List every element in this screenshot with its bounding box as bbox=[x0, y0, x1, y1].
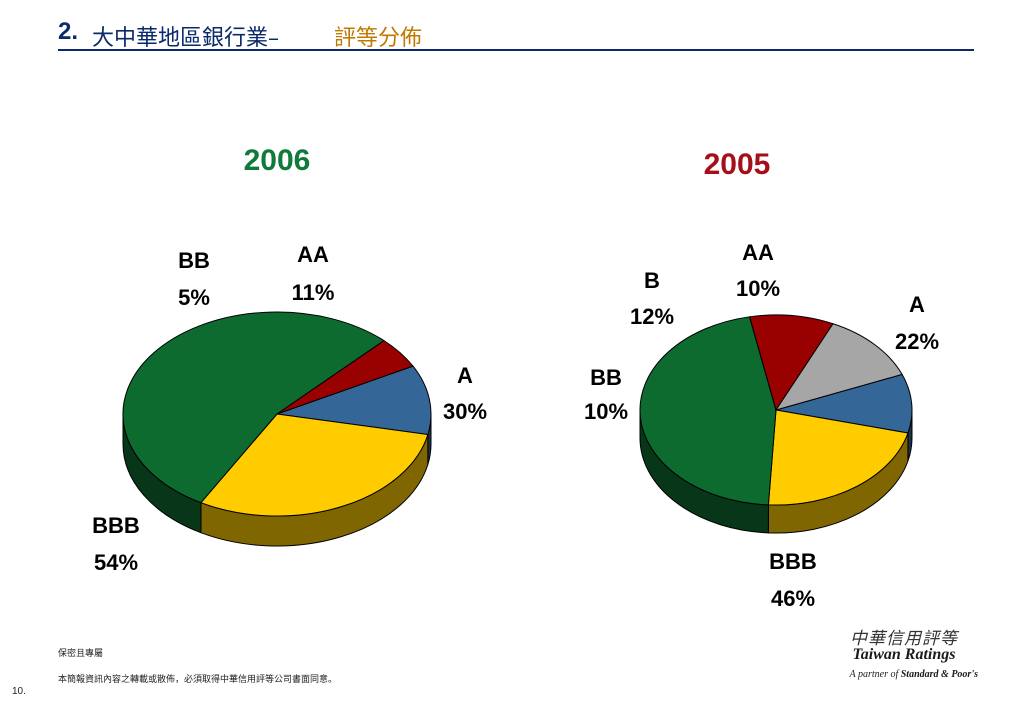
logo-partner-prefix: A partner of bbox=[849, 669, 899, 680]
pie-chart-2006: 2006 AA 11% A 30% BBB 54% BB 5% bbox=[92, 144, 487, 575]
slice-value-aa: 11% bbox=[292, 280, 335, 305]
slice-value-a: 22% bbox=[895, 329, 939, 354]
taiwan-ratings-logo: 中華信用評等 Taiwan Ratings A partner of Stand… bbox=[826, 624, 978, 684]
page-number: 10. bbox=[12, 686, 26, 697]
slice-label-aa: AA bbox=[742, 240, 774, 265]
chart-title-2006: 2006 bbox=[244, 144, 311, 177]
slice-value-bbb: 54% bbox=[94, 550, 138, 575]
pie-slice-a bbox=[767, 409, 909, 506]
pie-slice-b bbox=[774, 323, 903, 411]
pie-slice-a bbox=[200, 413, 429, 517]
slice-value-b: 12% bbox=[630, 304, 674, 329]
slice-value-bbb: 46% bbox=[771, 586, 815, 611]
pie-slice-bbb bbox=[639, 316, 777, 506]
logo-partner-name: Standard & Poor's bbox=[900, 669, 978, 680]
slice-value-bb: 5% bbox=[178, 285, 210, 310]
pie-slice-bbb bbox=[122, 311, 385, 504]
confidential-note: 保密且專屬 bbox=[58, 648, 104, 658]
slice-label-bb: BB bbox=[178, 248, 210, 273]
slice-label-bb: BB bbox=[590, 365, 622, 390]
pie-slice-aa bbox=[276, 365, 432, 436]
logo-english: Taiwan Ratings bbox=[852, 646, 956, 663]
logo-chinese: 中華信用評等 bbox=[850, 629, 958, 649]
copyright-notice: 本簡報資訊內容之轉載或散佈，必須取得中華信用評等公司書面同意。 bbox=[58, 674, 338, 684]
slide-title: 2. 大中華地區銀行業– 評等分佈 bbox=[58, 14, 974, 51]
title-divider bbox=[58, 49, 974, 51]
title-subtitle: 評等分佈 bbox=[334, 26, 423, 51]
slice-label-b: B bbox=[644, 268, 660, 293]
title-number: 2. bbox=[58, 18, 79, 45]
slice-label-a: A bbox=[457, 363, 473, 388]
title-main: 大中華地區銀行業– bbox=[92, 26, 280, 51]
pie-slice-bb bbox=[276, 340, 414, 415]
pie-slice-bb bbox=[748, 314, 834, 412]
slice-label-aa: AA bbox=[297, 242, 329, 267]
slice-value-a: 30% bbox=[443, 399, 487, 424]
chart-title-2005: 2005 bbox=[704, 148, 771, 181]
slice-value-bb: 10% bbox=[584, 399, 628, 424]
slice-label-bbb: BBB bbox=[92, 513, 140, 538]
slice-label-a: A bbox=[909, 292, 925, 317]
pie-chart-2005: 2005 AA 10% A 22% BBB 46% BB 10% B 12% bbox=[584, 148, 939, 611]
slice-value-aa: 10% bbox=[736, 276, 780, 301]
logo-partner: A partner of Standard & Poor's bbox=[826, 669, 978, 680]
slice-label-bbb: BBB bbox=[769, 549, 817, 574]
pie-slice-aa bbox=[775, 373, 913, 434]
